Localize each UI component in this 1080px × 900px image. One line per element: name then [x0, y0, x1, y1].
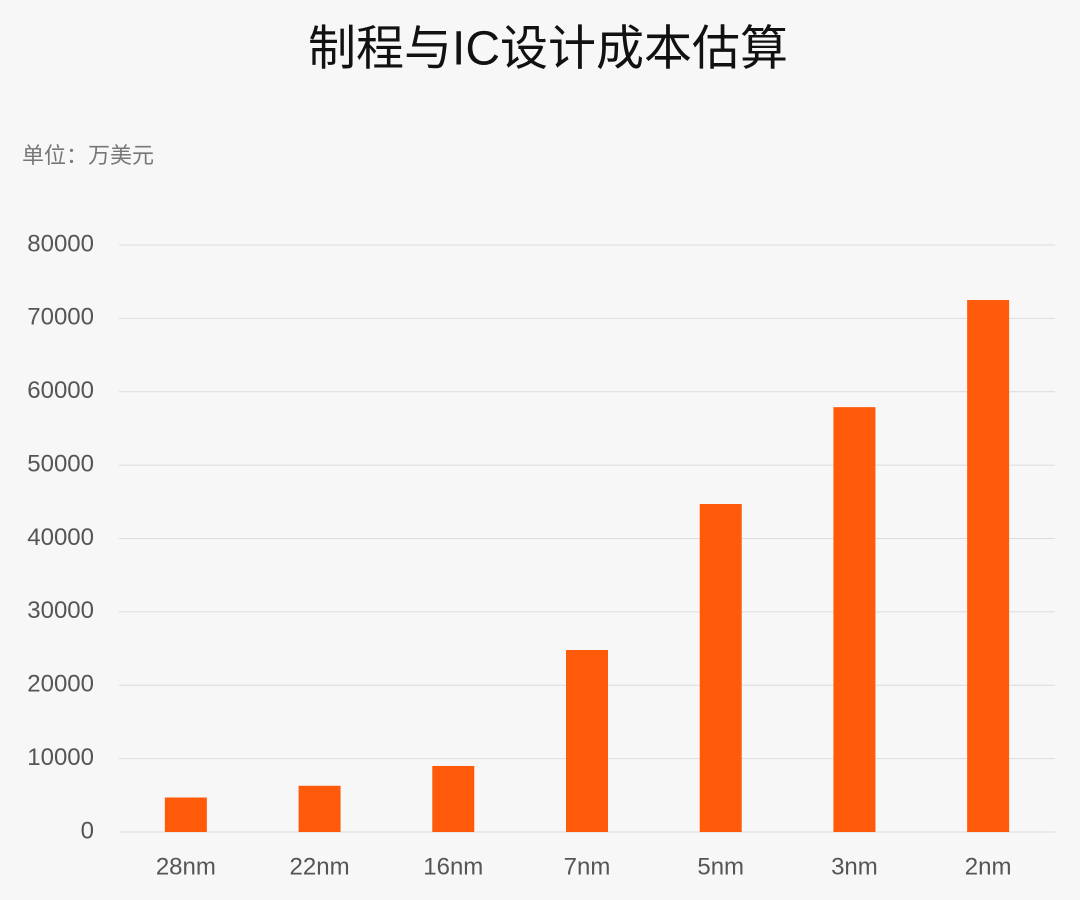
x-tick-label: 2nm	[965, 853, 1012, 880]
y-tick-label: 80000	[27, 230, 94, 257]
x-tick-label: 7nm	[564, 853, 611, 880]
y-tick-label: 40000	[27, 524, 94, 551]
y-tick-label: 50000	[27, 450, 94, 477]
bar	[833, 407, 876, 832]
x-tick-label: 22nm	[290, 853, 350, 880]
bar	[699, 504, 742, 832]
y-tick-label: 20000	[27, 671, 94, 698]
unit-label: 单位：万美元	[22, 143, 154, 168]
bar	[164, 797, 207, 832]
chart-title: 制程与IC设计成本估算	[308, 23, 788, 76]
x-tick-label: 28nm	[156, 853, 216, 880]
bar	[967, 300, 1010, 832]
y-tick-label: 10000	[27, 744, 94, 771]
bar	[298, 785, 341, 832]
bar	[566, 650, 608, 832]
y-tick-label: 60000	[27, 377, 94, 404]
y-tick-label: 0	[81, 817, 94, 844]
x-tick-label: 5nm	[697, 853, 744, 880]
bar	[432, 765, 475, 832]
x-tick-label: 16nm	[423, 853, 483, 880]
y-tick-label: 30000	[27, 597, 94, 624]
x-tick-label: 3nm	[831, 853, 878, 880]
y-tick-label: 70000	[27, 304, 94, 331]
